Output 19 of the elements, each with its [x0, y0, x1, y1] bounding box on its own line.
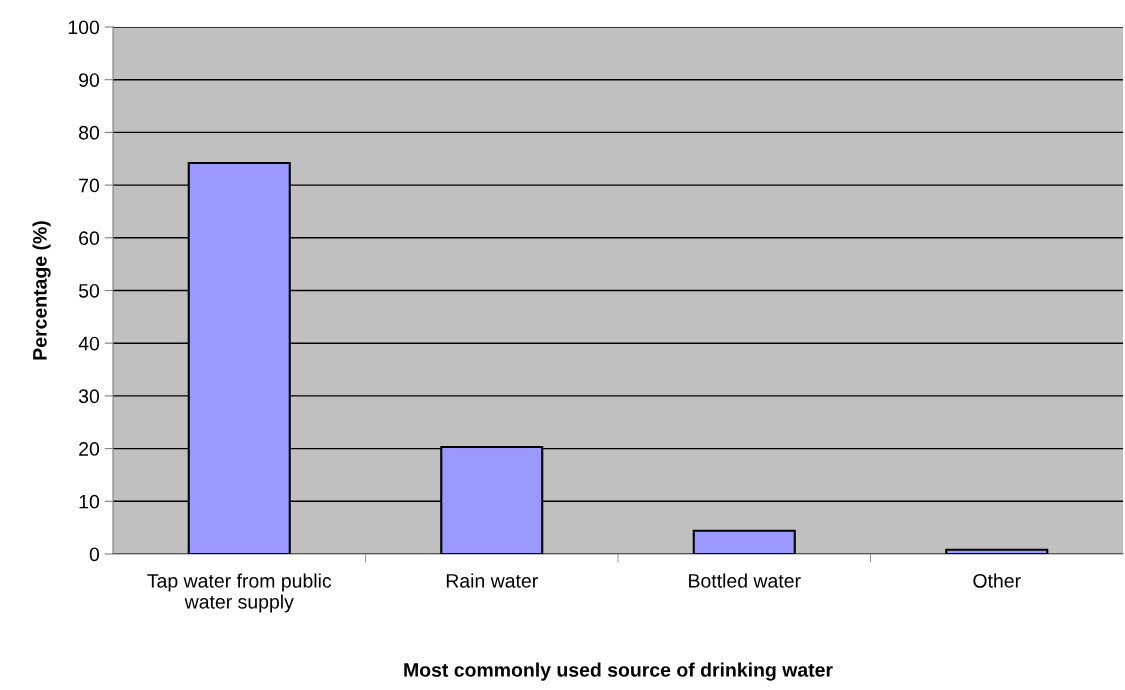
x-tick-label: Bottled water [689, 573, 801, 588]
x-tick-label: Rain water [446, 573, 538, 588]
y-tick-label: 0 [89, 547, 100, 562]
y-tick-label: 20 [79, 442, 100, 456]
y-tick-label: 10 [79, 494, 100, 509]
y-tick-label: 100 [68, 20, 100, 35]
bar [945, 548, 1049, 554]
x-tick-label: Other [973, 573, 1021, 588]
y-tick-label: 70 [79, 178, 100, 193]
bar [692, 529, 796, 554]
y-tick-label: 50 [78, 283, 100, 298]
y-tick-label: 60 [79, 231, 100, 246]
x-tick-label: Tap water from public water supply [147, 573, 332, 613]
y-axis-title: Percentage (%) [32, 221, 51, 360]
y-tick-label: 90 [79, 73, 100, 87]
y-tick-label: 80 [79, 125, 100, 140]
x-axis-title: Most commonly used source of drinking water [404, 662, 833, 681]
y-tick-label: 30 [78, 389, 100, 404]
y-tick-label: 40 [78, 336, 100, 351]
